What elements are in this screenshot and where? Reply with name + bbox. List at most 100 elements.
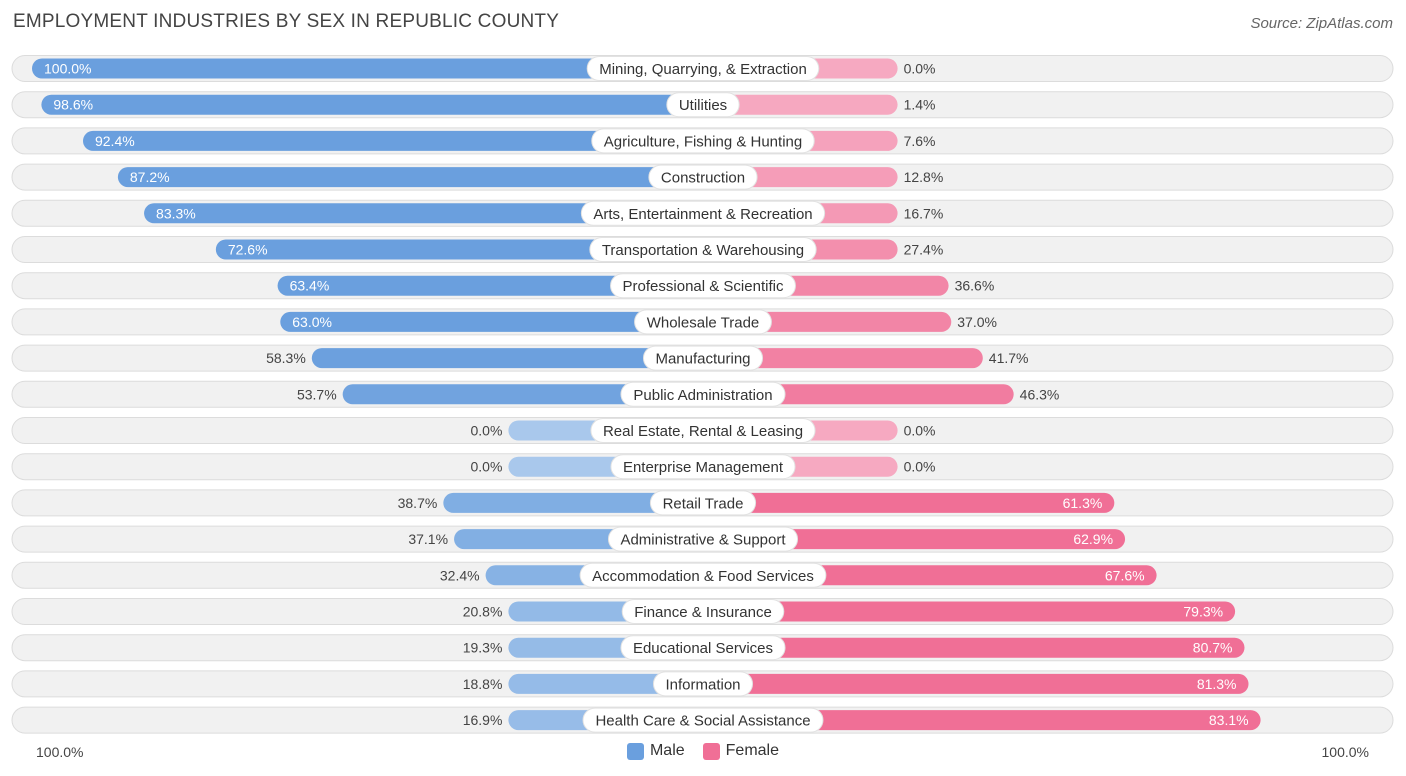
- female-bar: [703, 601, 1236, 622]
- category-label: Transportation & Warehousing: [602, 242, 804, 259]
- category-label-bg: [580, 200, 826, 226]
- male-bar: [144, 203, 703, 224]
- category-label-bg: [642, 345, 764, 371]
- female-value-label: 0.0%: [904, 423, 936, 439]
- female-value-label: 46.3%: [1020, 386, 1060, 402]
- male-value-label: 32.4%: [440, 567, 480, 583]
- category-label: Educational Services: [633, 640, 773, 657]
- category-label-bg: [591, 128, 815, 154]
- category-label: Real Estate, Rental & Leasing: [603, 423, 803, 440]
- category-label-bg: [589, 237, 817, 262]
- category-label-bg: [620, 635, 786, 661]
- male-value-label: 63.0%: [292, 314, 332, 330]
- category-label: Enterprise Management: [623, 459, 784, 476]
- female-bar: [703, 673, 1249, 694]
- male-value-label: 58.3%: [266, 350, 306, 366]
- category-label: Construction: [661, 170, 745, 187]
- category-label: Manufacturing: [655, 351, 750, 368]
- female-value-label: 16.7%: [904, 205, 944, 221]
- category-label: Professional & Scientific: [623, 278, 784, 295]
- category-label-bg: [649, 490, 757, 516]
- category-label: Public Administration: [633, 387, 772, 404]
- female-value-label: 83.1%: [1209, 712, 1249, 728]
- category-label-bg: [586, 56, 820, 81]
- category-label-bg: [652, 671, 754, 697]
- male-value-label: 87.2%: [130, 169, 170, 185]
- male-value-label: 98.6%: [53, 97, 93, 113]
- female-value-label: 80.7%: [1193, 640, 1233, 656]
- legend-female-label: Female: [725, 742, 780, 759]
- male-value-label: 0.0%: [470, 459, 502, 475]
- male-value-label: 63.4%: [290, 278, 330, 294]
- axis-left-label: 100.0%: [36, 744, 84, 760]
- category-label: Administrative & Support: [620, 532, 786, 549]
- category-label: Finance & Insurance: [634, 604, 772, 621]
- male-bar: [41, 94, 704, 115]
- female-value-label: 0.0%: [904, 459, 936, 475]
- female-value-label: 12.8%: [904, 169, 944, 185]
- female-bar: [703, 637, 1245, 658]
- category-label-bg: [582, 707, 824, 733]
- category-label-bg: [610, 273, 796, 299]
- legend-item-female[interactable]: Female: [702, 742, 780, 760]
- female-bar: [703, 348, 983, 369]
- category-label: Accommodation & Food Services: [592, 568, 814, 585]
- legend-male-label: Male: [649, 742, 685, 759]
- female-value-label: 7.6%: [904, 133, 936, 149]
- male-bar: [215, 239, 703, 260]
- male-bar: [342, 384, 703, 405]
- female-bar: [703, 492, 1115, 513]
- male-value-label: 38.7%: [398, 495, 438, 511]
- male-value-label: 53.7%: [297, 386, 337, 402]
- male-swatch: [626, 742, 644, 760]
- female-value-label: 62.9%: [1073, 531, 1113, 547]
- female-value-label: 36.6%: [955, 278, 995, 294]
- male-value-label: 16.9%: [463, 712, 503, 728]
- category-label-bg: [607, 526, 799, 552]
- male-value-label: 100.0%: [44, 61, 91, 77]
- category-label-bg: [648, 164, 758, 190]
- male-bar: [311, 348, 703, 369]
- category-label-bg: [621, 599, 785, 624]
- category-label: Utilities: [679, 97, 727, 114]
- axis-right-label: 100.0%: [1321, 744, 1369, 760]
- male-value-label: 72.6%: [228, 242, 268, 258]
- category-label: Health Care & Social Assistance: [595, 713, 810, 730]
- category-label: Mining, Quarrying, & Extraction: [599, 61, 807, 78]
- category-label-bg: [590, 418, 816, 443]
- category-label: Retail Trade: [663, 495, 744, 512]
- legend: Male Female: [0, 742, 1406, 760]
- category-label-bg: [610, 454, 796, 480]
- male-value-label: 83.3%: [156, 205, 196, 221]
- category-label: Agriculture, Fishing & Hunting: [604, 133, 802, 150]
- legend-item-male[interactable]: Male: [626, 742, 685, 760]
- female-value-label: 79.3%: [1183, 604, 1223, 620]
- category-label-bg: [620, 381, 786, 407]
- male-bar: [443, 492, 703, 513]
- female-value-label: 61.3%: [1063, 495, 1103, 511]
- male-bar: [117, 167, 703, 188]
- male-value-label: 0.0%: [470, 423, 502, 439]
- chart-title: EMPLOYMENT INDUSTRIES BY SEX IN REPUBLIC…: [13, 11, 560, 32]
- female-value-label: 1.4%: [904, 97, 936, 113]
- male-bar: [82, 130, 704, 151]
- male-bar: [277, 275, 703, 296]
- male-value-label: 18.8%: [463, 676, 503, 692]
- female-value-label: 27.4%: [904, 242, 944, 258]
- female-value-label: 41.7%: [989, 350, 1029, 366]
- female-bar: [703, 529, 1126, 550]
- category-label-bg: [634, 309, 772, 335]
- female-value-label: 67.6%: [1105, 567, 1145, 583]
- female-value-label: 0.0%: [904, 61, 936, 77]
- male-value-label: 37.1%: [408, 531, 448, 547]
- category-label-bg: [666, 92, 740, 118]
- source-credit: Source: ZipAtlas.com: [1250, 15, 1393, 32]
- male-bar: [32, 58, 703, 79]
- male-value-label: 20.8%: [463, 604, 503, 620]
- female-bar: [703, 94, 898, 115]
- male-value-label: 92.4%: [95, 133, 135, 149]
- male-bar: [280, 311, 703, 332]
- female-swatch: [702, 742, 720, 760]
- category-label: Information: [665, 676, 740, 693]
